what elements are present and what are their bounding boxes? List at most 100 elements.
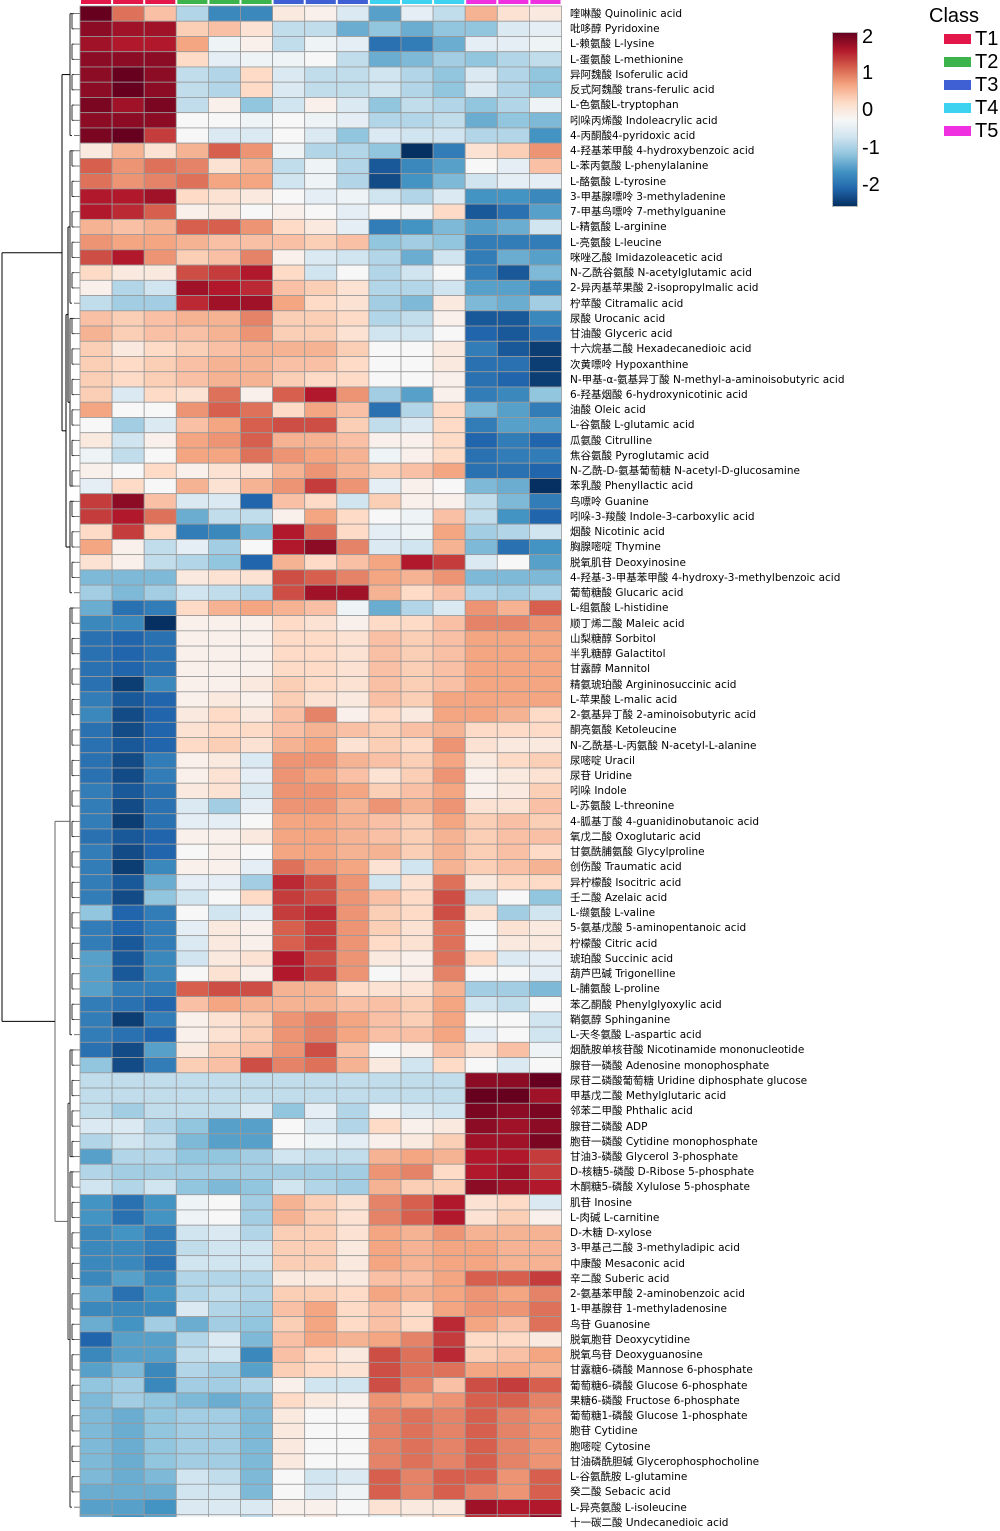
heatmap-cell [207,417,241,434]
heatmap-cell [304,36,338,53]
heatmap-cell [272,279,306,296]
row-label: 吲哚-3-羧酸 Indole-3-carboxylic acid [570,510,755,523]
heatmap-cell [432,950,466,967]
heatmap-cell [336,81,370,98]
heatmap-cell [240,920,273,937]
heatmap-cell [272,173,306,190]
heatmap-cell [240,173,273,190]
heatmap-cell [336,950,370,967]
heatmap-cell [400,1361,434,1378]
heatmap-cell [304,1148,338,1165]
heatmap-cell [111,1361,145,1378]
heatmap-cell [272,1331,306,1348]
heatmap-cell [240,1072,273,1089]
heatmap-cell [304,1072,338,1089]
heatmap-cell [143,1179,177,1196]
heatmap-cell [400,432,434,449]
heatmap-cell [464,218,498,236]
heatmap-cell [304,478,338,495]
heatmap-cell [272,97,306,114]
heatmap-cell [400,843,434,860]
heatmap-cell [175,447,209,464]
heatmap-cell [272,234,306,251]
heatmap-cell [207,813,241,830]
heatmap-cell [240,36,273,53]
heatmap-cell [432,20,466,37]
heatmap-cell [143,1163,177,1180]
heatmap-cell [240,462,273,479]
heatmap-cell [207,1011,241,1028]
heatmap-cell [496,1224,530,1241]
heatmap-cell [175,1422,209,1439]
heatmap-cell [304,325,338,342]
heatmap-cell [529,432,562,449]
heatmap-cell [272,188,306,205]
heatmap-cell [207,295,241,312]
heatmap-cell [272,447,306,464]
heatmap-cell [240,1087,273,1104]
heatmap-cell [464,1407,498,1424]
heatmap-cell [432,1041,466,1058]
heatmap-cell [496,447,530,464]
heatmap-cell [464,249,498,266]
row-label: 甘氨酰脯氨酸 Glycylproline [570,846,705,859]
heatmap-cell [496,401,530,418]
row-label: 苯乳酸 Phenyllactic acid [570,480,694,493]
heatmap-cell [368,1361,402,1378]
heatmap-cell [272,401,306,418]
heatmap-cell [464,965,498,982]
heatmap-cell [240,371,273,388]
heatmap-cell [143,1392,177,1409]
heatmap-cell [207,630,241,647]
heatmap-cell [240,935,273,952]
heatmap-cell [496,264,530,281]
heatmap-cell [272,142,306,159]
heatmap-cell [496,752,530,769]
heatmap-cell [143,798,177,815]
heatmap-cell [175,173,209,190]
heatmap-cell [207,1361,241,1378]
heatmap-cell [240,843,273,860]
heatmap-cell [336,1285,370,1302]
heatmap-cell [240,721,273,738]
heatmap-cell [304,554,338,571]
heatmap-cell [336,295,370,312]
heatmap-cell [496,295,530,312]
heatmap-cell [240,584,273,601]
heatmap-cell [272,462,306,479]
heatmap-cell [496,1011,530,1028]
heatmap-cell [111,1377,145,1394]
heatmap-cell [496,218,530,236]
heatmap-cell [464,447,498,464]
heatmap-cell [304,996,338,1013]
heatmap-cell [496,706,530,723]
row-label: L-色氨酸L-tryptophan [570,99,679,112]
heatmap-cell [111,706,145,723]
heatmap-cell [336,1499,370,1516]
heatmap-cell [464,1041,498,1058]
heatmap-cell [336,1148,370,1165]
heatmap-cell [175,935,209,952]
heatmap-cell [240,112,273,129]
heatmap-cell [111,1209,145,1226]
row-label: 创伤酸 Traumatic acid [570,861,682,874]
heatmap-cell [432,584,466,601]
row-label: 2-氨基异丁酸 2-aminoisobutyric acid [570,709,757,722]
heatmap-cell [496,1270,530,1287]
heatmap-cell [143,1026,177,1043]
heatmap-cell [272,1118,306,1135]
heatmap-cell [175,1346,209,1363]
row-label: 癸二酸 Sebacic acid [570,1486,671,1499]
heatmap-cell [272,539,306,556]
heatmap-cell [111,752,145,769]
heatmap-cell [304,1483,338,1500]
heatmap-cell [175,1102,209,1119]
heatmap-cell [240,1179,273,1196]
heatmap-cell [336,1026,370,1043]
heatmap-cell [272,1483,306,1500]
heatmap-cell [529,1514,562,1517]
heatmap-cell [336,36,370,53]
heatmap-cell [432,721,466,738]
heatmap-cell [79,950,113,967]
heatmap-cell [111,630,145,647]
